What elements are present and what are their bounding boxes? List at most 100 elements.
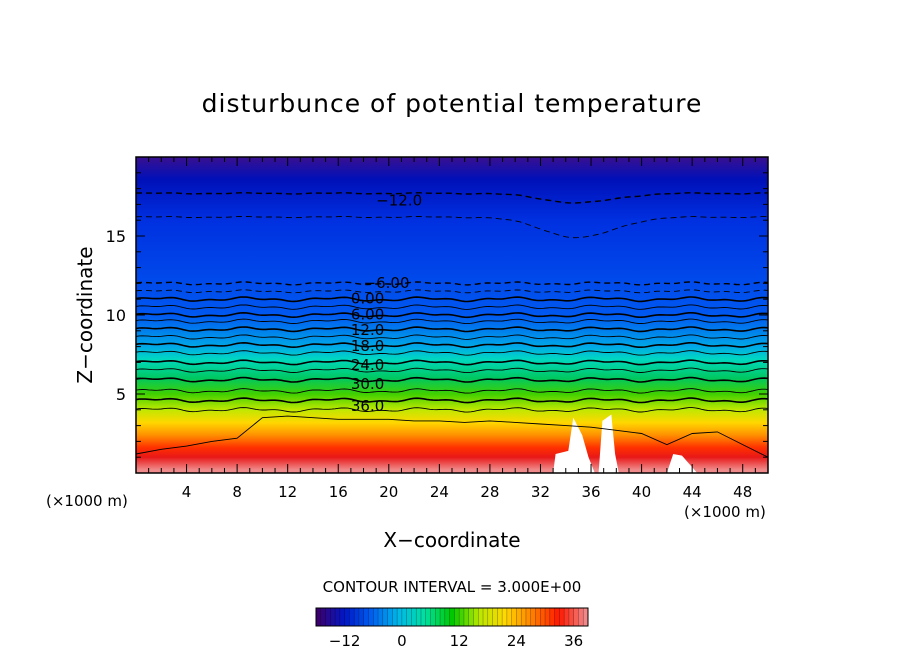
colorbar-cell	[411, 608, 417, 626]
colorbar-cell	[387, 608, 393, 626]
colorbar-cell	[320, 608, 326, 626]
contour-line	[135, 359, 769, 366]
colorbar-cell	[325, 608, 331, 626]
colorbar-cell	[349, 608, 355, 626]
y-axis-label: Z−coordinate	[73, 246, 97, 383]
colorbar-cell	[540, 608, 546, 626]
colorbar-cell	[573, 608, 579, 626]
colorbar-cell	[363, 608, 369, 626]
y-tick-label: 15	[106, 227, 126, 246]
x-unit-right: (×1000 m)	[684, 503, 766, 521]
colorbar-cell	[530, 608, 536, 626]
colorbar-cell	[583, 608, 589, 626]
colorbar-cell	[554, 608, 560, 626]
colorbar-cell	[401, 608, 408, 626]
axis-ticks	[136, 157, 768, 473]
contour-line	[135, 289, 769, 294]
colorbar-cell	[521, 608, 527, 626]
colorbar: −12 0 12 24 36	[315, 607, 589, 650]
colorbar-cell	[440, 608, 446, 626]
contour-line	[135, 191, 768, 204]
colorbar-cell	[378, 608, 384, 626]
colorbar-cell	[316, 608, 322, 626]
y-tick-label: 5	[116, 385, 126, 404]
contour-label: −12.0	[376, 192, 422, 210]
colorbar-cell	[568, 608, 575, 626]
colorbar-cell	[492, 608, 498, 626]
x-tick-label: 44	[683, 483, 702, 501]
colorbar-cell	[339, 608, 346, 626]
colorbar-cell	[454, 608, 460, 626]
colorbar-cell	[463, 608, 470, 626]
colorbar-cell	[525, 608, 532, 626]
y-tick-label: 10	[106, 306, 126, 325]
colorbar-cell	[545, 608, 551, 626]
colorbar-cell	[444, 608, 451, 626]
colorbar-cell	[578, 608, 584, 626]
colorbar-cell	[564, 608, 570, 626]
contour-line	[135, 334, 769, 340]
contour-line	[135, 367, 769, 374]
colorbar-cell	[416, 608, 422, 626]
x-tick-label: 40	[632, 483, 651, 501]
colorbar-cell	[354, 608, 360, 626]
colorbar-cell	[368, 608, 374, 626]
colorbar-cell	[382, 608, 388, 626]
contour-label: 24.0	[351, 356, 384, 374]
contour-label: 30.0	[351, 375, 384, 393]
colorbar-tick-label: 12	[450, 632, 469, 650]
contour-label: 36.0	[351, 397, 384, 415]
contour-line	[135, 326, 769, 333]
colorbar-tick-label: 24	[507, 632, 526, 650]
contour-line	[135, 388, 769, 394]
contour-label: 18.0	[351, 337, 384, 355]
contour-interval-label: CONTOUR INTERVAL = 3.000E+00	[323, 578, 582, 596]
contour-label: −6.00	[364, 274, 410, 292]
colorbar-cell	[473, 608, 479, 626]
colorbar-frame	[315, 607, 589, 627]
contour-line	[135, 318, 769, 325]
colorbar-tick-label: 0	[397, 632, 407, 650]
colorbar-cell	[483, 608, 489, 626]
colorbar-cell	[425, 608, 431, 626]
colorbar-cell	[549, 608, 555, 626]
contour-line	[135, 397, 769, 404]
contour-line	[135, 350, 769, 356]
x-tick-label: 48	[733, 483, 752, 501]
x-tick-label: 8	[232, 483, 242, 501]
contour-line	[135, 376, 769, 383]
x-tick-label: 36	[581, 483, 600, 501]
y-tick-labels: 5 10 15	[106, 227, 126, 404]
x-tick-label: 24	[430, 483, 449, 501]
colorbar-cell	[506, 608, 513, 626]
colorbar-tick-label: −12	[329, 632, 361, 650]
colorbar-cell	[420, 608, 427, 626]
chart-title: disturbunce of potential temperature	[202, 89, 703, 118]
colorbar-tick-label: 36	[564, 632, 583, 650]
x-unit-left: (×1000 m)	[46, 492, 128, 510]
colorbar-cell	[516, 608, 522, 626]
colorbar-cell	[392, 608, 398, 626]
contour-lines	[135, 191, 769, 458]
x-tick-label: 12	[278, 483, 297, 501]
colorbar-cell	[435, 608, 441, 626]
contour-line	[135, 215, 768, 239]
colorbar-cell	[511, 608, 517, 626]
contour-label: 6.00	[351, 305, 384, 323]
colorbar-cell	[373, 608, 379, 626]
x-tick-label: 32	[531, 483, 550, 501]
contour-line	[135, 407, 769, 413]
colorbar-cells	[315, 608, 589, 626]
x-tick-label: 28	[480, 483, 499, 501]
colorbar-cell	[478, 608, 484, 626]
contour-line	[135, 281, 769, 286]
colorbar-cell	[330, 608, 336, 626]
colorbar-cell	[397, 608, 403, 626]
contour-label: 0.00	[351, 290, 384, 308]
contour-line	[135, 341, 769, 349]
contour-line	[135, 415, 769, 458]
colorbar-cell	[559, 608, 565, 626]
